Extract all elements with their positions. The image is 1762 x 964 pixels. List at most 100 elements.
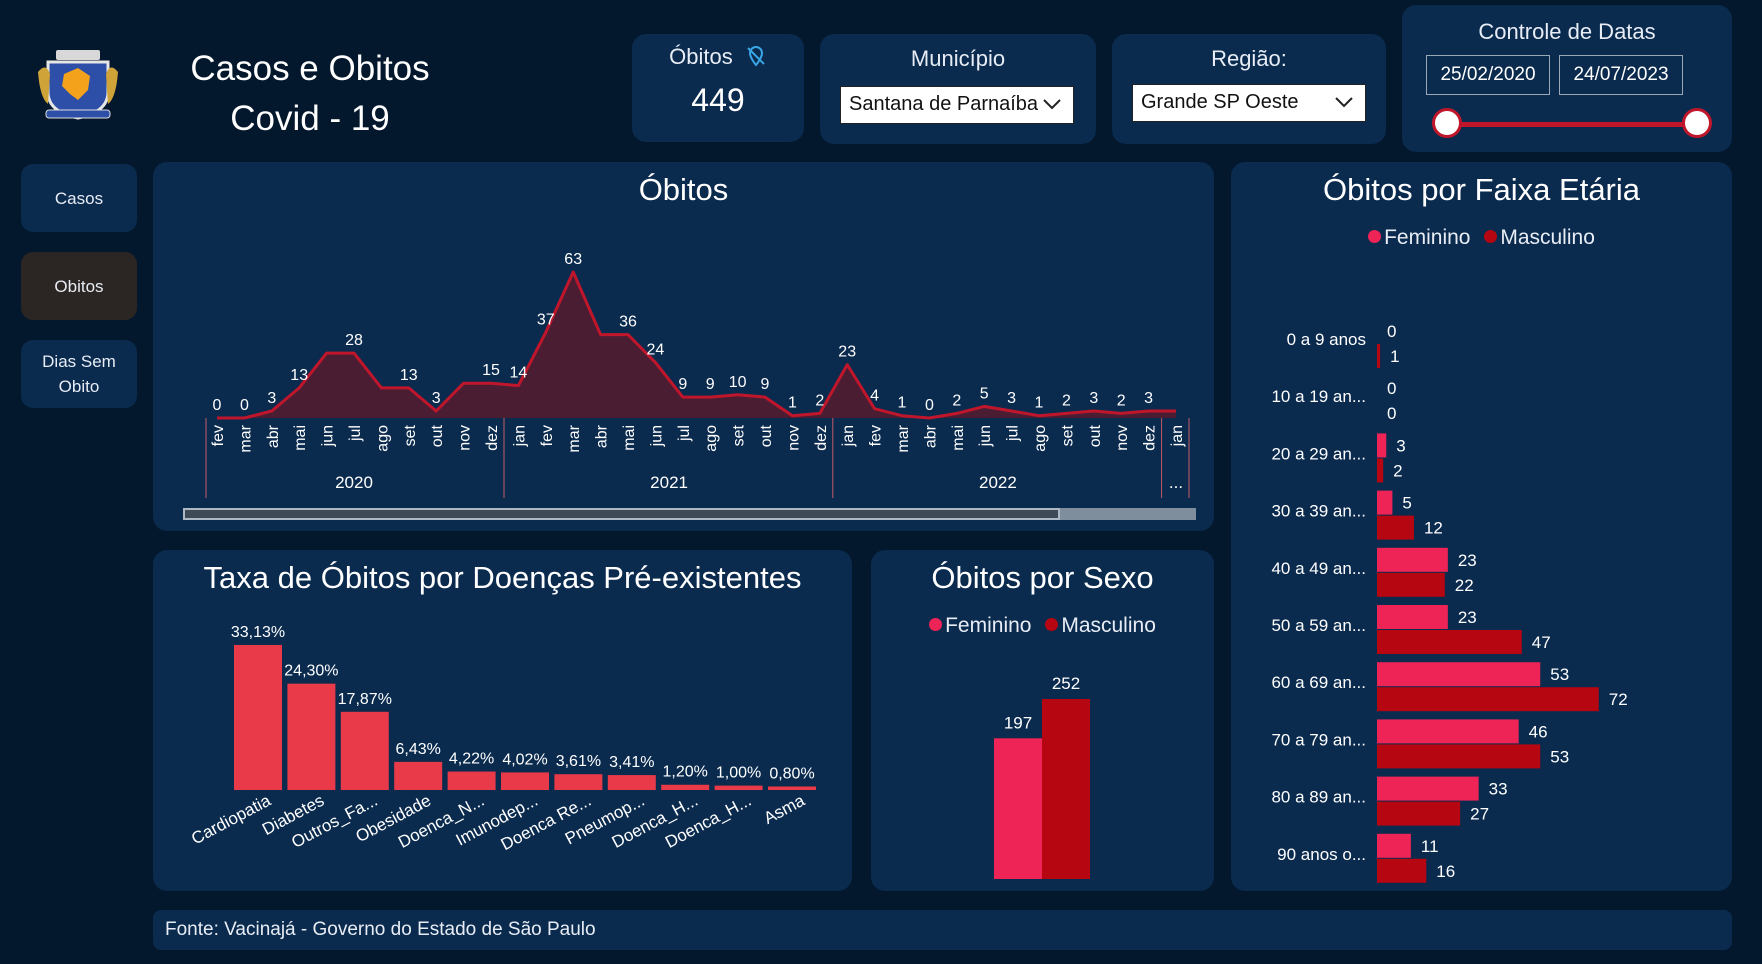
age-group-label: 10 a 19 an... — [1271, 387, 1366, 406]
date-slider-track[interactable] — [1448, 122, 1696, 127]
age-group-label: 20 a 29 an... — [1271, 444, 1366, 463]
nav-obitos-button[interactable]: Obitos — [21, 252, 137, 320]
x-tick-label: jan — [511, 425, 528, 447]
data-label: 2 — [815, 392, 824, 409]
kpi-obitos-label: Óbitos — [669, 44, 733, 69]
page-title: Casos e Obitos Covid - 19 — [160, 44, 460, 144]
data-label: 3 — [1007, 390, 1016, 407]
city-seal-logo — [38, 50, 118, 120]
x-tick-label: fev — [210, 425, 227, 446]
x-tick-label: out — [429, 424, 446, 447]
sexo-chart-card: Óbitos por Sexo Feminino Masculino 197 25… — [871, 550, 1214, 891]
x-tick-label: fev — [868, 425, 885, 446]
age-bar — [1377, 744, 1541, 769]
value-label: 4,22% — [449, 751, 494, 768]
category-label: Asma — [761, 791, 809, 828]
data-label: 1 — [788, 395, 797, 412]
x-tick-label: out — [758, 424, 775, 447]
data-label: 9 — [706, 376, 715, 393]
age-group-label: 40 a 49 an... — [1271, 559, 1366, 578]
disease-bar — [447, 771, 496, 790]
disease-bar — [714, 785, 763, 790]
x-tick-label: dez — [484, 425, 501, 451]
sexo-bar-chart: 197 252 — [994, 674, 1090, 879]
obitos-series-line — [217, 270, 1176, 420]
footer-source-bar: Fonte: Vacinajá - Governo do Estado de S… — [153, 910, 1732, 950]
disease-bar — [607, 775, 656, 790]
disease-bar — [287, 683, 336, 790]
value-label: 6,43% — [396, 741, 441, 758]
regiao-filter-card: Região: Grande SP Oeste — [1112, 34, 1386, 144]
age-group-label: 60 a 69 an... — [1271, 673, 1366, 692]
x-tick-label: jun — [977, 425, 994, 447]
feminino-legend-dot — [1368, 230, 1382, 243]
date-slider-start-handle[interactable] — [1432, 108, 1462, 138]
data-label: 63 — [564, 251, 582, 268]
kpi-obitos-value: 449 — [691, 82, 745, 118]
age-bar — [1377, 458, 1384, 483]
data-label: 23 — [838, 344, 856, 361]
x-tick-label: ago — [703, 425, 720, 452]
obitos-area-fill — [217, 272, 1176, 418]
footer-source-text: Fonte: Vacinajá - Governo do Estado de S… — [165, 919, 596, 940]
data-label: 9 — [678, 376, 687, 393]
value-label: 197 — [1004, 713, 1032, 732]
date-end-input[interactable]: 24/07/2023 — [1559, 55, 1683, 95]
x-tick-label: abr — [594, 424, 611, 448]
x-tick-label: mai — [621, 425, 638, 451]
municipio-filter-card: Município Santana de Parnaíba — [820, 34, 1096, 144]
kpi-obitos-card: Óbitos 449 — [632, 34, 804, 142]
data-label: 0 — [240, 397, 249, 414]
sexo-bar — [1042, 699, 1090, 879]
regiao-dropdown[interactable]: Grande SP Oeste — [1132, 84, 1366, 122]
age-group-label: 70 a 79 an... — [1271, 730, 1366, 749]
age-bar — [1377, 719, 1519, 744]
page-title-line1: Casos e Obitos — [190, 49, 430, 88]
disease-bar — [554, 774, 603, 790]
x-tick-label: set — [1059, 424, 1076, 446]
nav-casos-button[interactable]: Casos — [21, 164, 137, 232]
value-label: 27 — [1470, 805, 1489, 824]
x-tick-label: jul — [1005, 425, 1022, 442]
data-label: 36 — [619, 314, 637, 331]
value-label: 11 — [1421, 837, 1439, 856]
value-label: 252 — [1052, 674, 1080, 693]
value-label: 0,80% — [769, 765, 814, 782]
value-label: 0 — [1387, 322, 1396, 341]
year-group-label: 2022 — [979, 473, 1017, 492]
disease-bar — [661, 784, 710, 790]
sexo-bar — [994, 738, 1042, 879]
faixa-etaria-bar-chart: 0 a 9 anos 0 1 10 a 19 an... 0 0 20 a 29 an...… — [1271, 322, 1628, 883]
date-slider-end-handle[interactable] — [1682, 108, 1712, 138]
date-start-input[interactable]: 25/02/2020 — [1426, 55, 1550, 95]
chevron-down-icon — [1335, 97, 1353, 108]
value-label: 46 — [1529, 722, 1548, 741]
value-label: 1 — [1390, 347, 1399, 366]
doencas-bar-chart: 33,13%Cardiopatia24,30%Diabetes17,87%Out… — [188, 624, 816, 854]
age-bar — [1377, 605, 1448, 629]
age-bar — [1377, 433, 1387, 458]
x-tick-label: dez — [1142, 425, 1159, 451]
x-tick-label: nov — [1114, 425, 1131, 451]
data-label: 4 — [870, 388, 879, 405]
disease-bar — [234, 645, 282, 790]
data-label: 2 — [1117, 392, 1126, 409]
value-label: 53 — [1550, 665, 1569, 684]
value-label: 12 — [1424, 519, 1443, 538]
value-label: 24,30% — [284, 663, 338, 680]
chart-scrollbar-thumb[interactable] — [183, 508, 1060, 520]
legend-masculino: Masculino — [1061, 614, 1156, 637]
category-label: Cardiopatia — [188, 791, 274, 849]
x-tick-label: ago — [1032, 425, 1049, 452]
year-group-label: 2021 — [650, 473, 688, 492]
value-label: 23 — [1458, 608, 1477, 627]
age-bar — [1377, 662, 1541, 687]
municipio-dropdown[interactable]: Santana de Parnaíba — [840, 86, 1074, 124]
nav-dias-sem-obito-button[interactable]: Dias Sem Obito — [21, 340, 137, 408]
value-label: 16 — [1436, 862, 1455, 881]
regiao-label: Região: — [1211, 46, 1287, 71]
x-tick-label: fev — [539, 425, 556, 446]
page-title-line2: Covid - 19 — [230, 99, 390, 138]
faixa-chart-title: Óbitos por Faixa Etária — [1322, 172, 1641, 207]
